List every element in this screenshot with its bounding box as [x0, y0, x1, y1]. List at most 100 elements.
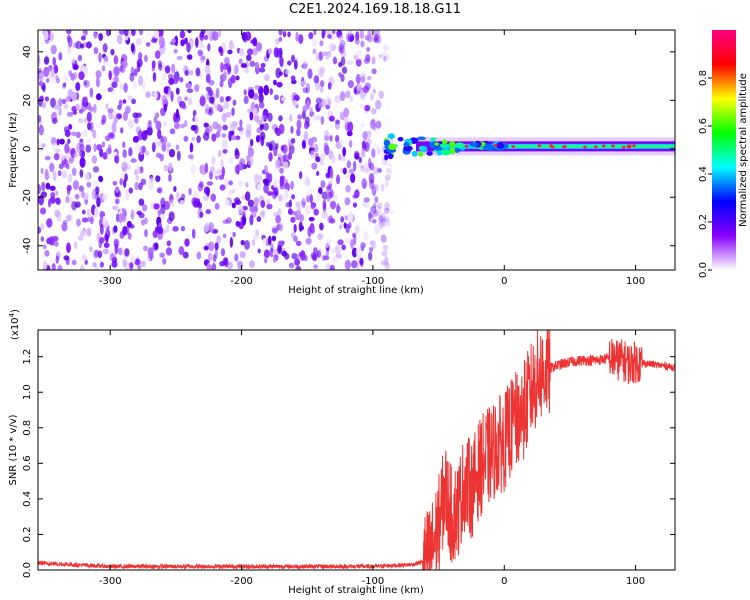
- spectrogram-speckle: [40, 207, 47, 215]
- spectrogram-speckle: [308, 216, 315, 222]
- spectrogram-speckle: [54, 209, 61, 218]
- spectrogram-speckle: [263, 258, 268, 264]
- spectrogram-speckle: [325, 172, 331, 179]
- signal-blob: [388, 143, 397, 151]
- spectrogram-speckle: [288, 262, 295, 269]
- spectrogram-speckle: [332, 256, 339, 263]
- spectrogram-speckle: [272, 79, 277, 86]
- spectrogram-speckle: [321, 211, 328, 219]
- spectrogram-speckle: [50, 97, 56, 108]
- spectrogram-signal-track: [383, 133, 675, 161]
- spectrogram-speckle: [378, 167, 382, 173]
- spectrogram-speckle: [155, 175, 161, 183]
- spectrogram-speckle: [225, 199, 230, 207]
- signal-peak: [511, 145, 516, 148]
- spectrogram-speckle: [341, 66, 348, 74]
- spectrogram-speckle: [339, 224, 343, 230]
- signal-peak: [562, 145, 566, 149]
- spectrogram-speckle: [157, 209, 162, 217]
- spectrogram-speckle: [38, 72, 44, 82]
- spectrogram-speckle: [373, 33, 379, 41]
- spectrogram-speckle: [290, 216, 296, 223]
- spectrogram-speckle: [133, 68, 138, 77]
- spectrogram-speckle: [102, 215, 107, 224]
- spectrogram-speckle: [224, 257, 229, 268]
- spectrogram-speckle: [95, 122, 102, 129]
- spectrogram-speckle: [182, 251, 189, 259]
- spectrogram-speckle: [304, 205, 311, 216]
- spectrogram-speckle: [378, 215, 384, 225]
- spectrogram-speckle: [255, 135, 261, 143]
- spectrogram-speckle: [256, 183, 262, 191]
- signal-blob: [449, 147, 456, 155]
- spectrogram-speckle: [287, 152, 293, 160]
- spectrogram-speckle: [345, 236, 352, 245]
- spectrogram-speckle: [138, 52, 143, 61]
- spectrogram-speckle: [38, 114, 42, 123]
- spectrogram-speckle: [169, 199, 175, 208]
- spectrogram-speckle: [147, 247, 154, 257]
- spectrogram-speckle: [103, 242, 110, 248]
- spectrogram-speckle: [168, 148, 176, 158]
- spectrogram-speckle: [234, 199, 242, 206]
- spectrogram-speckle: [309, 194, 313, 204]
- spectrogram-speckle: [296, 254, 300, 260]
- spectrogram-speckle: [360, 242, 365, 251]
- spectrogram-speckle: [247, 155, 254, 166]
- spectrogram-speckle: [174, 35, 179, 47]
- spectrogram-speckle: [344, 197, 351, 206]
- spectrogram-speckle: [278, 194, 283, 202]
- spectrogram-speckle: [376, 202, 383, 209]
- spectrogram-speckle: [232, 231, 236, 238]
- spectrogram-speckle: [111, 260, 118, 268]
- spectrogram-speckle: [228, 180, 233, 186]
- spectrogram-speckle: [371, 68, 377, 75]
- spectrogram-speckle: [43, 260, 48, 270]
- spectrogram-speckle: [290, 75, 296, 81]
- spectrogram-speckle: [254, 61, 259, 69]
- spectrogram-speckle: [40, 167, 44, 175]
- spectrogram-speckle: [238, 58, 243, 65]
- spectrogram-speckle: [231, 202, 236, 209]
- spectrogram-speckle: [275, 215, 281, 224]
- spectrogram-speckle: [50, 31, 54, 43]
- snr-line: [38, 330, 675, 570]
- spectrogram-speckle: [310, 150, 315, 159]
- spectrogram-speckle: [136, 58, 143, 68]
- spectrogram-speckle: [222, 63, 229, 71]
- spectrogram-speckle: [152, 230, 159, 239]
- y-tick-label: 0.4: [22, 491, 33, 507]
- spectrogram-speckle: [244, 67, 250, 74]
- spectrogram-speckle: [290, 138, 296, 144]
- spectrogram-speckle: [204, 222, 210, 233]
- spectrogram-speckle: [263, 165, 269, 173]
- spectrogram-speckle: [369, 213, 375, 219]
- spectrogram-speckle: [364, 34, 369, 41]
- spectrogram-speckle: [372, 240, 376, 250]
- spectrogram-speckle: [291, 253, 298, 260]
- spectrogram-speckle: [278, 223, 284, 232]
- spectrogram-speckle: [382, 244, 389, 252]
- spectrogram-speckle: [159, 47, 166, 55]
- signal-blob: [484, 143, 493, 148]
- spectrogram-speckle: [256, 174, 263, 181]
- spectrogram-speckle: [384, 201, 390, 211]
- spectrogram-speckle: [161, 143, 167, 152]
- spectrogram-speckle: [382, 50, 387, 61]
- spectrogram-speckle: [197, 202, 203, 209]
- spectrogram-speckle: [132, 135, 140, 143]
- spectrogram-speckle: [295, 31, 299, 42]
- spectrogram-speckle: [186, 88, 194, 93]
- spectrogram-speckle: [249, 111, 254, 121]
- spectrogram-speckle: [141, 81, 146, 90]
- spectrogram-speckle: [230, 74, 236, 84]
- spectrogram-speckle: [372, 183, 379, 192]
- spectrogram-speckle: [382, 217, 387, 227]
- spectrogram-speckle: [189, 142, 194, 153]
- spectrogram-speckle: [338, 35, 344, 41]
- spectrogram-speckle: [130, 209, 135, 220]
- spectrogram-speckle: [282, 161, 289, 168]
- spectrogram-speckle: [310, 204, 315, 210]
- spectrogram-speckle: [113, 66, 120, 77]
- spectrogram-speckle: [74, 201, 81, 208]
